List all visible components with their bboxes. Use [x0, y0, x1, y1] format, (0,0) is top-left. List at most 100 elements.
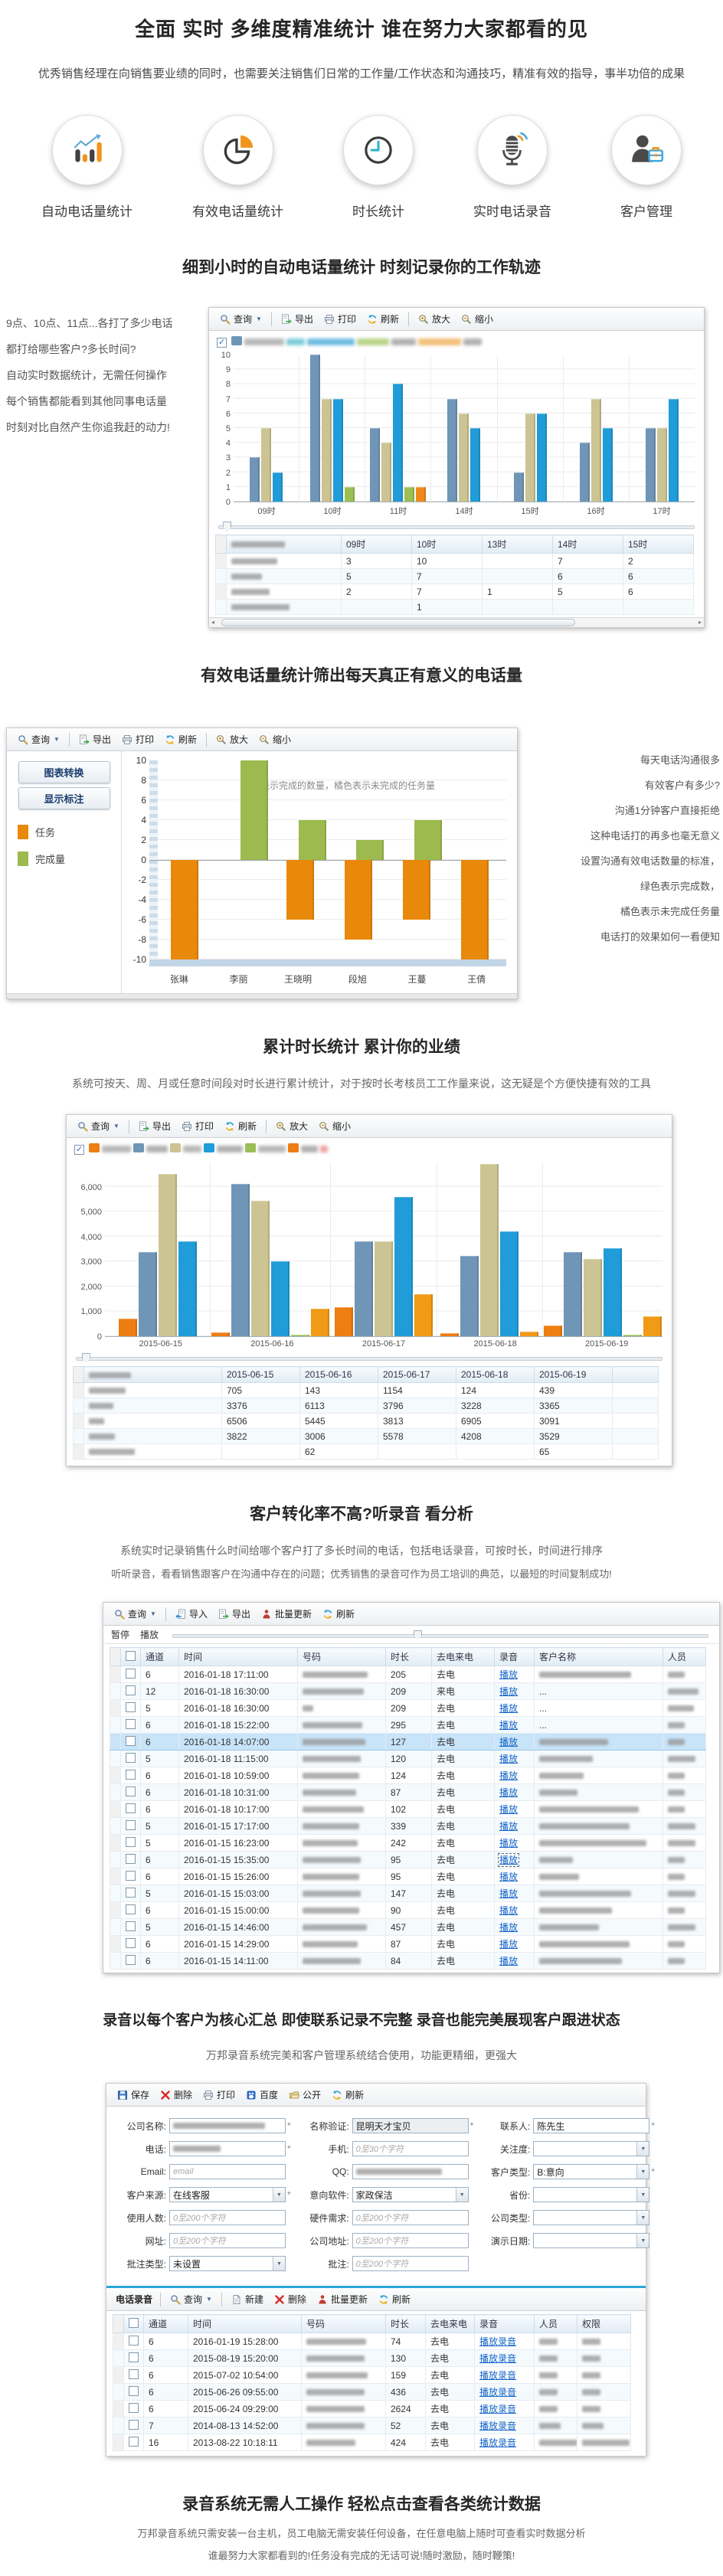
- play-link[interactable]: 播放: [499, 1703, 519, 1714]
- row-checkbox[interactable]: [126, 1803, 136, 1813]
- chevron-down-icon[interactable]: ▼: [636, 2142, 649, 2156]
- row-checkbox[interactable]: [126, 1752, 136, 1763]
- row-checkbox[interactable]: [126, 1904, 136, 1914]
- slider-handle[interactable]: [81, 1353, 90, 1362]
- baidu-button[interactable]: 百度: [241, 2087, 283, 2103]
- import-button[interactable]: 导入: [171, 1606, 212, 1622]
- delete-button[interactable]: 删除: [155, 2087, 197, 2103]
- play-link[interactable]: 播放: [499, 1922, 519, 1933]
- row-checkbox[interactable]: [126, 1685, 136, 1695]
- play-link[interactable]: 播放: [499, 1770, 519, 1781]
- play-recording-link[interactable]: 播放录音: [479, 2336, 517, 2347]
- table-row[interactable]: 5 2016-01-15 14:46:00 457 去电 播放: [110, 1918, 706, 1936]
- share-button[interactable]: 公开: [284, 2087, 326, 2103]
- select-all-checkbox[interactable]: [129, 2317, 139, 2328]
- print-button[interactable]: 打印: [319, 311, 361, 327]
- zoom-out-button[interactable]: 缩小: [314, 1118, 355, 1134]
- search-button[interactable]: 查询 ▼: [73, 1118, 124, 1134]
- form-input[interactable]: 陈先生: [533, 2118, 650, 2133]
- horizontal-scrollbar[interactable]: ◂ ▸: [209, 617, 704, 627]
- print-button[interactable]: 打印: [117, 731, 159, 747]
- play-link[interactable]: 播放: [499, 1872, 519, 1882]
- form-select[interactable]: ▼: [533, 2187, 650, 2202]
- form-select[interactable]: ▼: [533, 2233, 650, 2248]
- row-checkbox[interactable]: [126, 1921, 136, 1931]
- row-checkbox[interactable]: [126, 1819, 136, 1830]
- row-checkbox[interactable]: [129, 2419, 139, 2430]
- row-checkbox[interactable]: [129, 2335, 139, 2346]
- row-checkbox[interactable]: [126, 1769, 136, 1780]
- table-row[interactable]: 6 2016-01-18 14:07:00 127 去电 播放: [110, 1733, 706, 1751]
- table-row[interactable]: 6 2016-01-18 15:22:00 295 去电 播放...: [110, 1716, 706, 1734]
- table-row[interactable]: 6 2016-01-18 10:31:00 87 去电 播放: [110, 1783, 706, 1801]
- scrollbar-thumb[interactable]: [221, 619, 576, 626]
- form-input[interactable]: [169, 2118, 286, 2133]
- select-all-checkbox[interactable]: [126, 1650, 136, 1661]
- chevron-down-icon[interactable]: ▼: [636, 2165, 649, 2179]
- refresh-button[interactable]: 刷新: [362, 311, 404, 327]
- save-button[interactable]: 保存: [113, 2087, 154, 2103]
- delete-button[interactable]: 删除: [270, 2291, 311, 2307]
- playback-slider[interactable]: [172, 1630, 708, 1640]
- play-link[interactable]: 播放: [499, 1754, 519, 1764]
- play-link[interactable]: 播放: [499, 1669, 519, 1680]
- row-checkbox[interactable]: [126, 1735, 136, 1746]
- form-input[interactable]: email: [169, 2164, 286, 2179]
- form-input[interactable]: 0至200个字符: [352, 2233, 469, 2248]
- table-row[interactable]: 6 2016-01-19 15:28:00 74 去电 播放录音: [113, 2332, 631, 2350]
- batch-update-button[interactable]: 批量更新: [257, 1606, 316, 1622]
- table-row[interactable]: 5 2016-01-18 11:15:00 120 去电 播放: [110, 1750, 706, 1767]
- table-row[interactable]: 6 2016-01-18 10:59:00 124 去电 播放: [110, 1767, 706, 1784]
- form-input[interactable]: 0至30个字符: [352, 2141, 469, 2156]
- form-select[interactable]: ▼: [533, 2141, 650, 2156]
- chevron-down-icon[interactable]: ▼: [636, 2188, 649, 2202]
- table-row[interactable]: 12 2016-01-18 16:30:00 209 来电 播放...: [110, 1682, 706, 1700]
- row-checkbox[interactable]: [129, 2368, 139, 2379]
- legend-checkbox[interactable]: [217, 337, 227, 348]
- table-row[interactable]: 5 2016-01-15 15:03:00 147 去电 播放: [110, 1885, 706, 1902]
- play-link[interactable]: 播放: [499, 1838, 519, 1849]
- row-checkbox[interactable]: [129, 2385, 139, 2396]
- refresh-button[interactable]: 刷新: [327, 2087, 368, 2103]
- table-row[interactable]: 705 143 1154 124 439: [73, 1382, 659, 1398]
- export-button[interactable]: 导出: [276, 311, 318, 327]
- play-link[interactable]: 播放: [499, 1939, 519, 1950]
- play-recording-link[interactable]: 播放录音: [479, 2421, 517, 2431]
- form-input[interactable]: 0至200个字符: [352, 2210, 469, 2225]
- play-link[interactable]: 播放: [499, 1787, 519, 1798]
- table-row[interactable]: 7 2014-08-13 14:52:00 52 去电 播放录音: [113, 2417, 631, 2434]
- play-link[interactable]: 播放: [499, 1888, 519, 1899]
- zoom-in-button[interactable]: 放大: [211, 731, 253, 747]
- scroll-right-icon[interactable]: ▸: [698, 619, 702, 626]
- row-checkbox[interactable]: [126, 1937, 136, 1948]
- table-row[interactable]: 6 2016-01-15 14:11:00 84 去电 播放: [110, 1952, 706, 1970]
- export-button[interactable]: 导出: [134, 1118, 175, 1134]
- scroll-left-icon[interactable]: ◂: [211, 619, 215, 626]
- export-button[interactable]: 导出: [214, 1606, 255, 1622]
- play-link[interactable]: 播放: [499, 1956, 519, 1966]
- search-button[interactable]: 查询 ▼: [215, 311, 267, 327]
- table-row[interactable]: 16 2013-08-22 10:18:11 424 去电 播放录音: [113, 2434, 631, 2451]
- table-row[interactable]: 3822 3006 5578 4208 3529: [73, 1428, 659, 1444]
- row-checkbox[interactable]: [126, 1702, 136, 1712]
- form-select[interactable]: B:意向 ▼: [533, 2164, 650, 2179]
- export-button[interactable]: 导出: [74, 731, 116, 747]
- table-row[interactable]: 6 2015-06-26 09:55:00 436 去电 播放录音: [113, 2383, 631, 2401]
- table-row[interactable]: 5 2016-01-18 16:30:00 209 去电 播放...: [110, 1699, 706, 1717]
- form-input[interactable]: [169, 2141, 286, 2156]
- play-recording-link[interactable]: 播放录音: [479, 2387, 517, 2398]
- slider-handle[interactable]: [223, 521, 232, 531]
- table-row[interactable]: 6 2015-07-02 10:54:00 159 去电 播放录音: [113, 2366, 631, 2384]
- table-row[interactable]: 3 10 7 2: [215, 553, 694, 569]
- play-link[interactable]: 播放: [497, 1853, 520, 1867]
- zoom-in-button[interactable]: 放大: [271, 1118, 312, 1134]
- legend-checkbox[interactable]: [74, 1144, 84, 1155]
- play-recording-link[interactable]: 播放录音: [479, 2353, 517, 2364]
- show-labels-button[interactable]: 显示标注: [18, 787, 110, 809]
- play-recording-link[interactable]: 播放录音: [479, 2404, 517, 2414]
- search-button[interactable]: 查询 ▼: [165, 2291, 217, 2307]
- chevron-down-icon[interactable]: ▼: [636, 2234, 649, 2247]
- zoom-out-button[interactable]: 缩小: [456, 311, 498, 327]
- chart-range-slider[interactable]: [76, 1352, 662, 1363]
- play-link[interactable]: 播放: [499, 1804, 519, 1815]
